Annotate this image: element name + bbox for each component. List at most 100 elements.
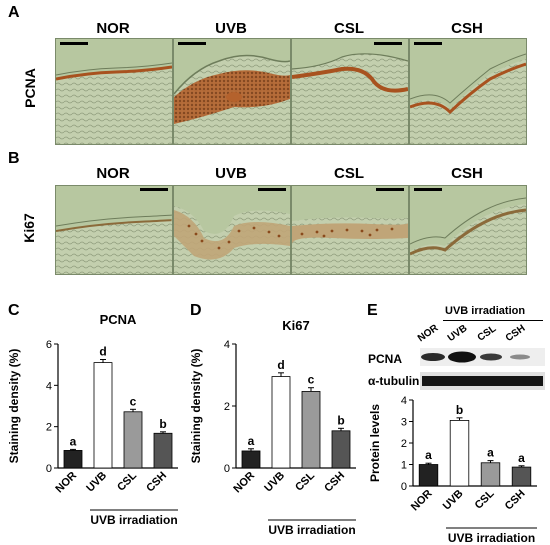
y-tick-label: 3 [401, 417, 407, 429]
bar-csl [480, 462, 501, 487]
x-tick-label: NOR [53, 470, 79, 496]
significance-letter: b [159, 417, 166, 431]
chart-protein-levels: Protein levels 0 1 2 3 4 a NOR b UVB a CSL a CSH UVB i… [368, 395, 537, 542]
significance-letter: a [248, 434, 255, 448]
y-axis-label: Staining density (%) [189, 349, 203, 464]
bar-nor [63, 450, 83, 469]
x-tick-label: UVB [441, 488, 466, 513]
y-tick-label: 6 [46, 339, 52, 351]
x-tick-label: CSL [293, 469, 317, 493]
bar-uvb [271, 376, 291, 469]
bar-csl [301, 391, 321, 469]
bar-uvb [93, 362, 113, 469]
group-label: UVB irradiation [268, 523, 355, 537]
bar-csh [511, 466, 532, 487]
bar-uvb [449, 420, 470, 487]
scale-bar [414, 42, 442, 45]
bar-nor [241, 450, 261, 469]
x-tick-label: UVB [84, 470, 109, 495]
x-tick-label: NOR [231, 470, 257, 496]
x-tick-label: CSH [322, 470, 347, 495]
chart-title: PCNA [100, 312, 137, 327]
blot-band-tubulin [422, 376, 543, 386]
bar-csl [123, 411, 143, 469]
x-tick-label: NOR [409, 488, 435, 514]
y-tick-label: 0 [401, 481, 407, 493]
y-axis-label: Staining density (%) [7, 349, 21, 464]
col-title-a-uvb: UVB [215, 20, 247, 37]
significance-letter: b [337, 413, 344, 427]
scale-bar [414, 188, 442, 191]
blot-header-underline [443, 320, 543, 321]
significance-letter: a [425, 448, 432, 462]
blot-header: UVB irradiation [445, 305, 526, 317]
scale-bar [178, 42, 206, 45]
col-title-a-nor: NOR [96, 20, 130, 37]
bar-csh [153, 432, 173, 469]
row-label-ki67: Ki67 [20, 213, 37, 243]
micrograph-pcna-nor [55, 38, 173, 145]
y-axis-label: Protein levels [368, 404, 382, 482]
bar-csh [331, 430, 351, 469]
chart-title: Ki67 [282, 318, 309, 333]
blot-label-tubulin: α-tubulin [368, 374, 420, 388]
scale-bar [374, 42, 402, 45]
blot-band-pcna-uvb [448, 351, 476, 363]
panel-letter-d: D [190, 302, 202, 319]
significance-letter: d [99, 345, 106, 359]
col-title-b-csh: CSH [451, 165, 483, 182]
panel-letter-a: A [8, 4, 20, 21]
micrograph-pcna-csh [409, 38, 527, 145]
y-tick-label: 4 [46, 380, 52, 392]
scale-bar [258, 188, 286, 191]
y-tick-label: 2 [46, 422, 52, 434]
y-tick-label: 1 [401, 460, 407, 472]
scale-bar [140, 188, 168, 191]
micrograph-ki67-csl [291, 185, 409, 275]
significance-letter: a [487, 446, 494, 460]
significance-letter: a [70, 434, 77, 448]
significance-letter: b [456, 403, 463, 417]
scale-bar [60, 42, 88, 45]
y-tick-label: 0 [224, 463, 230, 475]
significance-letter: c [308, 373, 315, 387]
x-tick-label: CSH [503, 488, 528, 513]
blot-label-pcna: PCNA [368, 352, 403, 366]
y-tick-label: 2 [401, 438, 407, 450]
micrograph-pcna-uvb [173, 38, 291, 145]
x-tick-label: CSL [115, 469, 139, 493]
x-tick-label: CSL [473, 487, 497, 511]
x-tick-label: UVB [262, 470, 287, 495]
y-tick-label: 2 [224, 401, 230, 413]
x-tick-label: CSH [144, 470, 169, 495]
row-label-pcna: PCNA [21, 68, 38, 108]
blot-band-pcna-nor [421, 353, 445, 361]
micrograph-pcna-csl [291, 38, 409, 145]
micrograph-ki67-uvb [173, 185, 291, 275]
bar-nor [418, 464, 439, 487]
col-title-a-csl: CSL [334, 20, 364, 37]
group-label: UVB irradiation [448, 531, 535, 542]
y-tick-label: 0 [46, 463, 52, 475]
significance-letter: a [518, 451, 525, 465]
col-title-a-csh: CSH [451, 20, 483, 37]
col-title-b-nor: NOR [96, 165, 130, 182]
micrograph-ki67-nor [55, 185, 173, 275]
chart-pcna-staining: PCNA Staining density (%) 0 2 4 6 a NOR d UVB c CSL… [7, 312, 178, 527]
significance-letter: d [277, 358, 284, 372]
panel-letter-e: E [367, 302, 378, 319]
blot-band-pcna-csl [480, 353, 502, 361]
scale-bar [376, 188, 404, 191]
significance-letter: c [130, 394, 137, 408]
blot-band-pcna-csh [510, 354, 530, 360]
group-label: UVB irradiation [90, 513, 177, 527]
y-tick-label: 4 [401, 395, 407, 407]
panel-letter-b: B [8, 150, 20, 167]
col-title-b-uvb: UVB [215, 165, 247, 182]
col-title-b-csl: CSL [334, 165, 364, 182]
chart-ki67-staining: Ki67 Staining density (%) 0 2 4 a NOR d UVB c CSL b… [189, 318, 356, 537]
western-blot: UVB irradiation NOR UVB CSL CSH PCNA α-t… [365, 300, 550, 400]
panel-letter-c: C [8, 302, 20, 319]
y-tick-label: 4 [224, 339, 230, 351]
micrograph-ki67-csh [409, 185, 527, 275]
